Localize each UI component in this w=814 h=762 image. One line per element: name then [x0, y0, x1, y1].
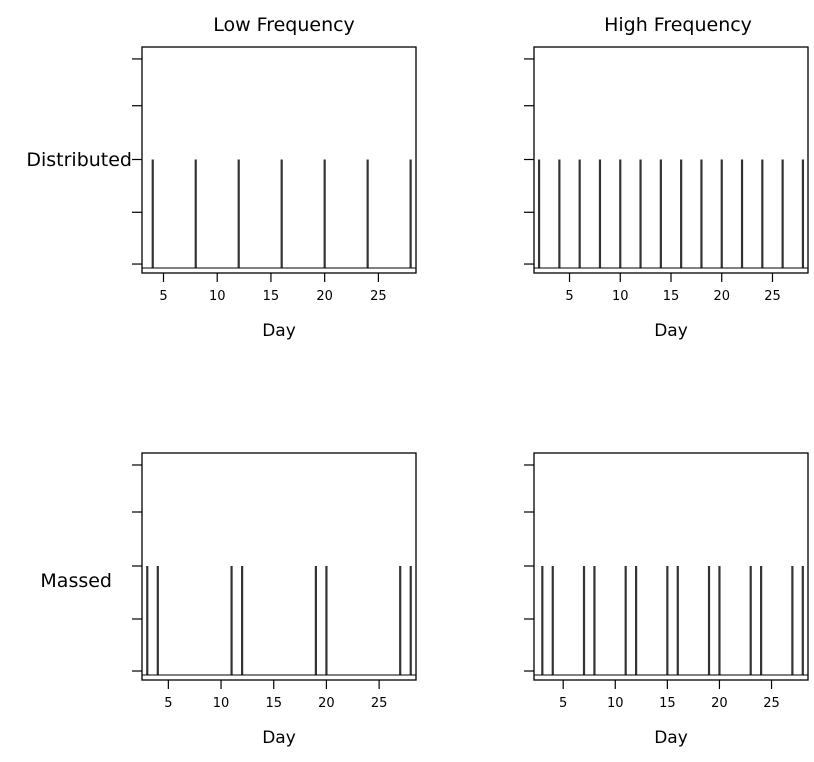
x-tick-label: 10 [607, 696, 624, 711]
x-tick-label: 25 [763, 696, 780, 711]
x-tick-label: 15 [265, 696, 282, 711]
column-title-low-frequency: Low Frequency [213, 14, 355, 36]
x-tick-label: 25 [371, 696, 388, 711]
panel-3: 5 10 15 20 25 Day [132, 452, 417, 748]
x-tick-label: 5 [559, 696, 567, 711]
x-tick-label: 20 [711, 696, 728, 711]
x-axis-title: Day [654, 321, 688, 341]
panel-2: 5 10 15 20 25 Day [524, 46, 809, 341]
row-label-massed: Massed [40, 570, 112, 592]
x-tick-label: 5 [159, 289, 167, 304]
x-tick-label: 5 [164, 696, 172, 711]
x-tick-label: 15 [659, 696, 676, 711]
plot-frame [533, 46, 809, 274]
x-tick-label: 25 [370, 289, 387, 304]
x-tick-label: 20 [316, 289, 333, 304]
panel-4: 5 10 15 20 25 Day [524, 452, 809, 748]
x-tick-label: 15 [663, 289, 680, 304]
x-axis-title: Day [262, 321, 296, 341]
panel-1: 5 10 15 20 25 Day [132, 46, 417, 341]
x-tick-label: 20 [713, 289, 730, 304]
plot-frame [141, 46, 417, 274]
x-tick-label: 25 [764, 289, 781, 304]
x-tick-label: 5 [565, 289, 573, 304]
plot-frame [141, 452, 417, 681]
x-tick-label: 10 [213, 696, 230, 711]
x-tick-label: 15 [263, 289, 280, 304]
x-axis-title: Day [262, 728, 296, 748]
x-tick-label: 10 [612, 289, 629, 304]
x-tick-label: 10 [209, 289, 226, 304]
column-title-high-frequency: High Frequency [604, 14, 752, 36]
plot-frame [533, 452, 809, 681]
x-axis-title: Day [654, 728, 688, 748]
row-label-distributed: Distributed [26, 149, 132, 171]
x-tick-label: 20 [318, 696, 335, 711]
